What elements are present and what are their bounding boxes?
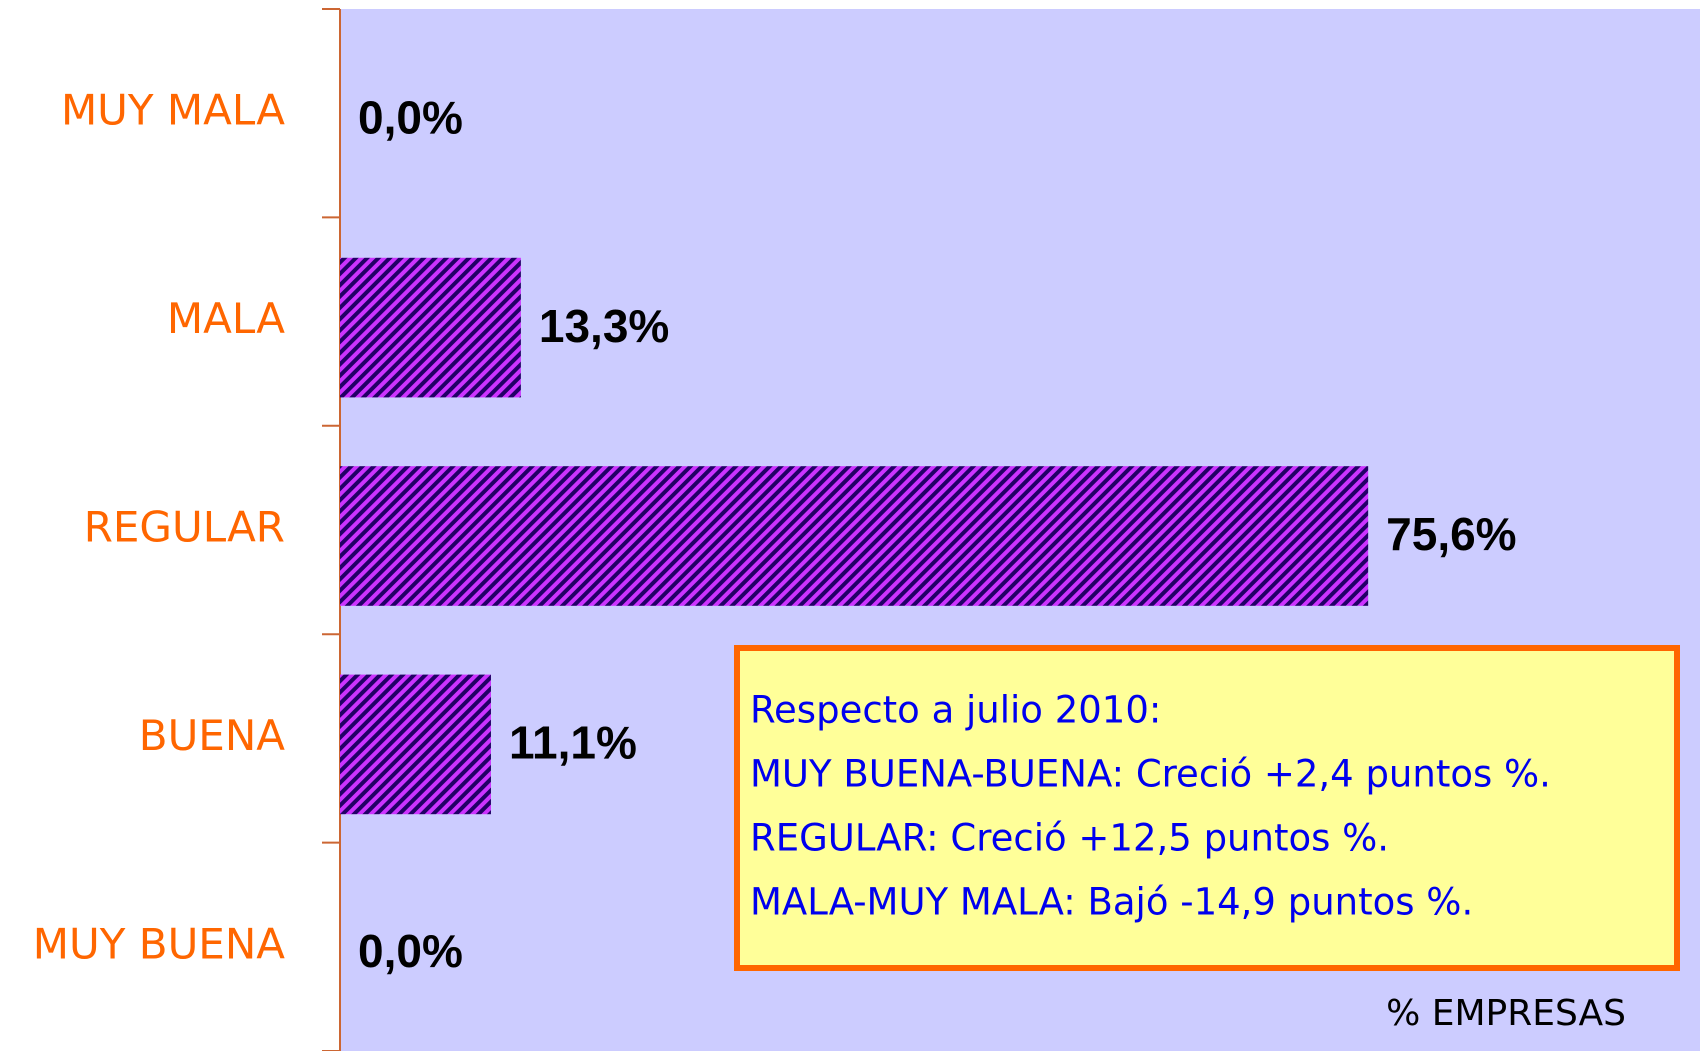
category-label: REGULAR [84,503,285,552]
value-label: 13,3% [539,300,669,352]
bar [340,257,521,398]
value-label: 11,1% [509,717,637,769]
bar [340,466,1369,606]
annotation-line: MALA-MUY MALA: Bajó -14,9 puntos %. [750,881,1473,924]
category-label: BUENA [139,711,286,760]
value-label: 75,6% [1386,508,1516,560]
annotation-line: Respecto a julio 2010: [750,689,1161,732]
value-label: 0,0% [358,925,463,977]
bar [340,674,491,815]
category-label: MUY MALA [61,86,285,135]
annotation-line: MUY BUENA-BUENA: Creció +2,4 puntos %. [750,753,1551,796]
category-label: MALA [167,294,285,343]
category-label: MUY BUENA [33,919,285,968]
value-label: 0,0% [358,91,463,143]
x-axis-label: % EMPRESAS [1386,993,1626,1034]
annotation-line: REGULAR: Creció +12,5 puntos %. [750,817,1389,860]
annotation-box [734,645,1680,971]
